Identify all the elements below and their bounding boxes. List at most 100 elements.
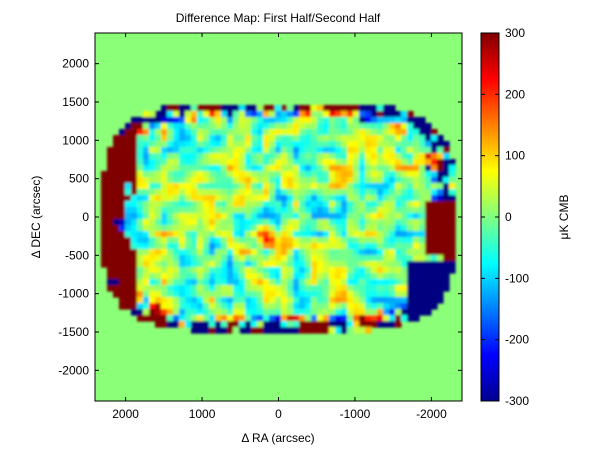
heatmap-cell [281, 201, 288, 208]
heatmap-cell [137, 117, 144, 124]
heatmap-cell [215, 195, 222, 202]
heatmap-cell [203, 195, 210, 202]
heatmap-cell [287, 255, 294, 262]
heatmap-cell [293, 153, 300, 160]
heatmap-cell [101, 243, 108, 250]
heatmap-cell [305, 159, 312, 166]
heatmap-cell [389, 135, 396, 142]
heatmap-cell [305, 237, 312, 244]
heatmap-cell [395, 207, 402, 214]
heatmap-cell [377, 267, 384, 274]
heatmap-cell [347, 177, 354, 184]
heatmap-cell [359, 207, 366, 214]
heatmap-cell [131, 207, 138, 214]
heatmap-cell [155, 165, 162, 172]
heatmap-cell [221, 213, 228, 220]
heatmap-cell [125, 135, 132, 142]
heatmap-cell [107, 255, 114, 262]
heatmap-cell [299, 207, 306, 214]
heatmap-cell [185, 177, 192, 184]
heatmap-cell [143, 171, 150, 178]
heatmap-cell [257, 309, 264, 316]
heatmap-cell [179, 219, 186, 226]
heatmap-cell [149, 165, 156, 172]
heatmap-cell [137, 267, 144, 274]
heatmap-cell [419, 153, 426, 160]
heatmap-cell [233, 243, 240, 250]
heatmap-cell [287, 213, 294, 220]
heatmap-cell [137, 165, 144, 172]
heatmap-cell [137, 213, 144, 220]
heatmap-cell [161, 321, 168, 328]
heatmap-cell [149, 153, 156, 160]
heatmap-cell [311, 249, 318, 256]
heatmap-cell [305, 255, 312, 262]
heatmap-cell [323, 153, 330, 160]
heatmap-cell [329, 249, 336, 256]
heatmap-cell [119, 165, 126, 172]
heatmap-cell [377, 243, 384, 250]
heatmap-cell [413, 147, 420, 154]
heatmap-cell [185, 225, 192, 232]
heatmap-cell [155, 297, 162, 304]
heatmap-cell [365, 111, 372, 118]
heatmap-cell [167, 231, 174, 238]
x-tick-label: 2000 [112, 407, 139, 421]
heatmap-cell [335, 177, 342, 184]
heatmap-cell [335, 171, 342, 178]
heatmap-cell [233, 111, 240, 118]
heatmap-cell [377, 177, 384, 184]
heatmap-cell [221, 315, 228, 322]
heatmap-cell [377, 105, 384, 112]
heatmap-cell [269, 243, 276, 250]
heatmap-cell [437, 141, 444, 148]
heatmap-cell [167, 243, 174, 250]
heatmap-cell [269, 261, 276, 268]
heatmap-cell [197, 213, 204, 220]
heatmap-cell [167, 147, 174, 154]
heatmap-cell [281, 141, 288, 148]
heatmap-cell [281, 147, 288, 154]
heatmap-cell [341, 207, 348, 214]
heatmap-cell [281, 249, 288, 256]
heatmap-cell [317, 237, 324, 244]
heatmap-cell [377, 183, 384, 190]
heatmap-cell [185, 303, 192, 310]
heatmap-cell [227, 135, 234, 142]
heatmap-cell [257, 219, 264, 226]
heatmap-cell [197, 111, 204, 118]
heatmap-cell [257, 255, 264, 262]
heatmap-cell [227, 255, 234, 262]
heatmap-cell [233, 147, 240, 154]
heatmap-cell [305, 279, 312, 286]
heatmap-cell [179, 141, 186, 148]
heatmap-cell [185, 153, 192, 160]
heatmap-cell [281, 309, 288, 316]
heatmap-cell [419, 297, 426, 304]
heatmap-cell [143, 303, 150, 310]
heatmap-cell [269, 177, 276, 184]
heatmap-cell [161, 171, 168, 178]
heatmap-cell [107, 285, 114, 292]
heatmap-cell [287, 303, 294, 310]
heatmap-cell [185, 111, 192, 118]
heatmap-cell [101, 195, 108, 202]
heatmap-cell [107, 159, 114, 166]
heatmap-cell [227, 105, 234, 112]
heatmap-cell [323, 297, 330, 304]
heatmap-cell [197, 255, 204, 262]
heatmap-cell [197, 207, 204, 214]
heatmap-cell [437, 225, 444, 232]
heatmap-cell [335, 249, 342, 256]
heatmap-cell [365, 267, 372, 274]
heatmap-cell [155, 309, 162, 316]
heatmap-cell [155, 273, 162, 280]
heatmap-cell [167, 165, 174, 172]
heatmap-cell [173, 243, 180, 250]
heatmap-cell [257, 135, 264, 142]
heatmap-cell [389, 255, 396, 262]
heatmap-cell [377, 135, 384, 142]
heatmap-cell [197, 189, 204, 196]
heatmap-cell [311, 183, 318, 190]
heatmap-cell [353, 135, 360, 142]
